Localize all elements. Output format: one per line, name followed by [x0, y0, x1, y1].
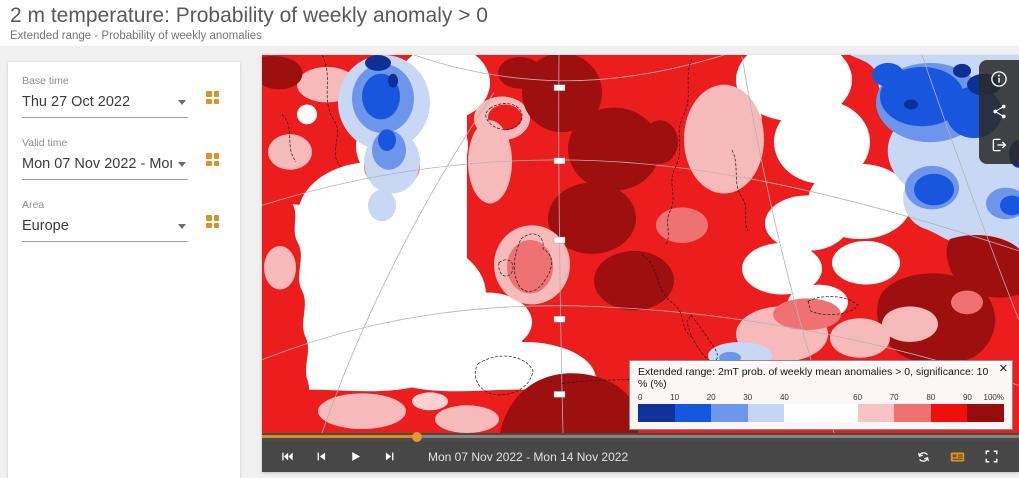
grid-icon [213, 222, 219, 228]
map-side-panel [979, 60, 1019, 164]
loop-button[interactable] [916, 449, 931, 465]
base-time-dropdown[interactable]: Thu 27 Oct 2022 [22, 90, 188, 118]
legend-segment [894, 404, 931, 422]
grid-icon [206, 153, 212, 159]
share-icon [992, 104, 1006, 119]
legend-toggle-button[interactable] [950, 449, 965, 465]
legend-segment [747, 404, 785, 422]
fullscreen-icon [985, 450, 998, 463]
grid-icon [206, 91, 212, 97]
slider-fill [262, 435, 418, 438]
legend-tick: 0 [638, 393, 643, 402]
map-card: Extended range: 2mT prob. of weekly mean… [262, 55, 1019, 472]
legend-color-bar [638, 404, 1004, 422]
export-button[interactable] [990, 136, 1008, 154]
grid-icon [213, 215, 219, 221]
legend-segment [967, 404, 1004, 422]
page-subtitle: Extended range - Probability of weekly a… [10, 30, 262, 42]
control-area: Area Europe [22, 199, 226, 242]
weather-map[interactable]: Extended range: 2mT prob. of weekly mean… [262, 55, 1019, 433]
legend-segment [857, 404, 895, 422]
grid-icon [213, 91, 219, 97]
map-legend: Extended range: 2mT prob. of weekly mean… [629, 360, 1013, 430]
area-value: Europe [22, 218, 69, 234]
valid-time-dropdown[interactable]: Mon 07 Nov 2022 - Mon 14 ... [22, 152, 188, 180]
skip-to-start-icon [281, 452, 293, 461]
base-time-grid-button[interactable] [206, 91, 219, 104]
valid-time-label: Valid time [22, 137, 68, 149]
export-icon [992, 138, 1007, 152]
legend-tick: 80 [926, 393, 936, 402]
legend-toggle-icon [950, 452, 965, 461]
slider-handle[interactable] [412, 432, 423, 442]
animation-time-label: Mon 07 Nov 2022 - Mon 14 Nov 2022 [428, 449, 629, 464]
area-label: Area [22, 199, 45, 211]
loop-refresh-icon [918, 451, 929, 462]
area-grid-button[interactable] [206, 215, 219, 228]
play-icon [351, 452, 360, 461]
legend-title: Extended range: 2mT prob. of weekly mean… [638, 366, 989, 390]
grid-icon [213, 153, 219, 159]
valid-time-value: Mon 07 Nov 2022 - Mon 14 ... [22, 156, 172, 172]
animation-toolbar: Mon 07 Nov 2022 - Mon 14 Nov 2022 [262, 441, 1019, 472]
sidebar: Base time Thu 27 Oct 2022 Valid time Mon… [8, 62, 240, 478]
legend-segment [930, 404, 968, 422]
legend-segment [638, 404, 675, 422]
base-time-value: Thu 27 Oct 2022 [22, 94, 131, 110]
info-icon [991, 71, 1007, 87]
chevron-down-icon [178, 223, 186, 229]
chevron-down-icon [178, 161, 186, 167]
legend-tick: 90 [962, 393, 972, 402]
grid-icon [206, 160, 212, 166]
step-back-icon [317, 452, 325, 461]
page-header: 2 m temperature: Probability of weekly a… [0, 0, 1019, 46]
grid-icon [206, 98, 212, 104]
valid-time-grid-button[interactable] [206, 153, 219, 166]
share-button[interactable] [990, 103, 1008, 121]
legend-tick: 100% [983, 393, 1004, 402]
step-back-button[interactable] [304, 441, 338, 472]
page-title: 2 m temperature: Probability of weekly a… [10, 4, 488, 27]
info-button[interactable] [990, 70, 1008, 88]
legend-segment [674, 404, 712, 422]
legend-tick: 60 [853, 393, 863, 402]
close-icon[interactable]: ✕ [998, 363, 1008, 375]
step-forward-icon [385, 452, 393, 461]
grid-icon [213, 160, 219, 166]
legend-tick: 30 [743, 393, 753, 402]
legend-tick: 20 [706, 393, 716, 402]
legend-tick: 70 [889, 393, 899, 402]
slider-track[interactable] [262, 435, 1019, 438]
legend-segment [711, 404, 748, 422]
skip-to-start-button[interactable] [270, 441, 304, 472]
fullscreen-button[interactable] [984, 449, 999, 465]
area-dropdown[interactable]: Europe [22, 214, 188, 242]
grid-icon [206, 215, 212, 221]
legend-tick: 40 [779, 393, 789, 402]
play-button[interactable] [338, 441, 372, 472]
legend-segment [784, 404, 858, 422]
chevron-down-icon [178, 99, 186, 105]
control-valid-time: Valid time Mon 07 Nov 2022 - Mon 14 ... [22, 137, 226, 180]
legend-tick: 10 [670, 393, 680, 402]
grid-icon [213, 98, 219, 104]
animation-slider[interactable] [262, 432, 1019, 442]
grid-icon [206, 222, 212, 228]
control-base-time: Base time Thu 27 Oct 2022 [22, 75, 226, 118]
step-forward-button[interactable] [372, 441, 406, 472]
legend-ticks: 0 10 20 30 40 60 70 80 90 100% [638, 393, 1004, 403]
base-time-label: Base time [22, 75, 69, 87]
